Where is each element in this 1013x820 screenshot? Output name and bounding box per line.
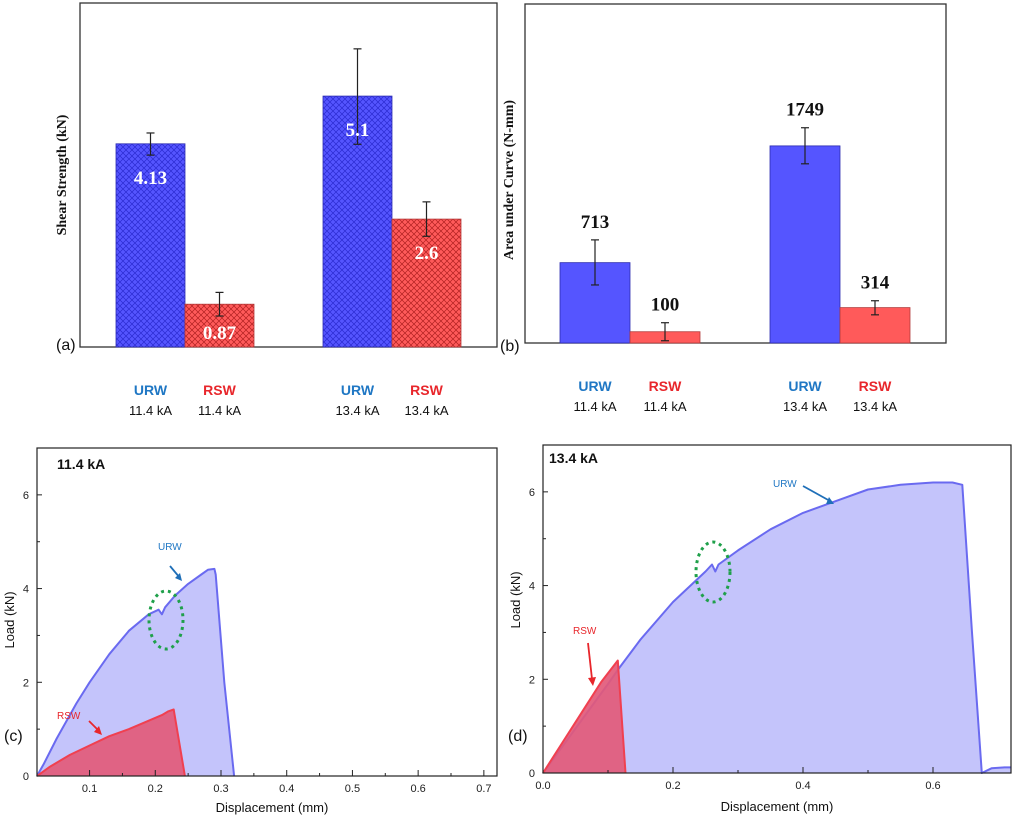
bar-rsw-134 bbox=[391, 218, 462, 348]
area-urw bbox=[37, 568, 235, 776]
panel-a-label: (a) bbox=[56, 337, 76, 354]
line-urw bbox=[36, 567, 236, 777]
panel-c-label: (c) bbox=[4, 728, 23, 745]
panel-c: 0.1 0.2 0.3 0.4 0.5 0.6 0.7 0 2 4 6 11.4 kA Load (… bbox=[2, 447, 498, 815]
panel-c-plot: 0.1 0.2 0.3 0.4 0.5 0.6 0.7 0 2 4 6 bbox=[23, 490, 492, 795]
panel-d-highlight-ellipse bbox=[694, 540, 732, 604]
panel-d-plot: 0.0 0.2 0.4 0.6 0 2 4 6 bbox=[529, 481, 1011, 792]
panel-d-urw-arrowhead bbox=[826, 497, 834, 504]
x-tick-label: 0.4 bbox=[795, 780, 810, 792]
x-tick-label: 0.7 bbox=[476, 783, 491, 795]
y-tick-label: 2 bbox=[529, 674, 535, 686]
panel-b: Area under Curve (N-mm) (b) 713 URW 11.4 k… bbox=[500, 3, 947, 414]
panel-a-ylabel: Shear Strength (kN) bbox=[55, 114, 70, 235]
panel-c-frame bbox=[36, 447, 498, 777]
panel-d-label: (d) bbox=[508, 728, 528, 745]
panel-a-bars: 4.13 URW 11.4 kA 0.87 RSW 11.4 kA 5.1 URW 13.4 k… bbox=[115, 48, 462, 418]
panel-a-frame bbox=[79, 2, 498, 348]
category-sublabel: 11.4 kA bbox=[198, 403, 241, 418]
y-tick-label: 4 bbox=[529, 581, 535, 593]
panel-c-rsw-arrowhead bbox=[94, 726, 102, 735]
category-label: RSW bbox=[649, 378, 682, 394]
bar-value-label: 5.1 bbox=[346, 120, 370, 141]
x-tick-label: 0.6 bbox=[410, 783, 425, 795]
bar-value-label: 100 bbox=[651, 295, 680, 316]
y-tick-label: 6 bbox=[529, 487, 535, 499]
bar-value-label: 0.87 bbox=[203, 323, 237, 344]
category-label: URW bbox=[341, 382, 375, 398]
x-tick-label: 0.6 bbox=[925, 780, 940, 792]
line-rsw bbox=[542, 659, 627, 774]
y-tick-label: 0 bbox=[23, 771, 29, 783]
panel-d-urw-annotation: URW bbox=[773, 479, 797, 490]
y-tick-label: 4 bbox=[23, 584, 29, 596]
category-sublabel: 11.4 kA bbox=[573, 399, 616, 414]
x-tick-label: 0.2 bbox=[148, 783, 163, 795]
category-sublabel: 13.4 kA bbox=[335, 403, 379, 418]
panel-c-urw-annotation: URW bbox=[158, 542, 182, 553]
panel-a: Shear Strength (kN) (a) 4.13 URW 11.4 kA 0.… bbox=[55, 2, 498, 418]
category-label: URW bbox=[134, 382, 168, 398]
category-label: RSW bbox=[410, 382, 443, 398]
panel-c-urw-arrowhead bbox=[175, 573, 182, 581]
category-label: URW bbox=[578, 378, 612, 394]
bar-value-label: 4.13 bbox=[134, 168, 167, 189]
category-sublabel: 11.4 kA bbox=[129, 403, 172, 418]
panel-d-ylabel: Load (kN) bbox=[508, 571, 523, 628]
bar-value-label: 2.6 bbox=[415, 243, 439, 264]
panel-b-ylabel: Area under Curve (N-mm) bbox=[502, 100, 517, 260]
panel-d-frame bbox=[542, 444, 1012, 774]
x-tick-label: 0.1 bbox=[82, 783, 97, 795]
panel-c-ylabel: Load (kN) bbox=[2, 591, 17, 648]
area-urw bbox=[543, 482, 1011, 773]
category-label: RSW bbox=[859, 378, 892, 394]
panel-d-rsw-annotation: RSW bbox=[573, 626, 597, 637]
y-tick-label: 0 bbox=[529, 768, 535, 780]
panel-d-rsw-arrowhead bbox=[588, 677, 596, 686]
area-rsw bbox=[37, 709, 185, 776]
x-tick-label: 0.4 bbox=[279, 783, 294, 795]
panel-c-highlight-ellipse bbox=[147, 589, 185, 651]
category-sublabel: 13.4 kA bbox=[783, 399, 827, 414]
category-label: URW bbox=[788, 378, 822, 394]
category-sublabel: 11.4 kA bbox=[643, 399, 686, 414]
panel-c-rsw-annotation: RSW bbox=[57, 711, 81, 722]
panel-d-rsw-arrow bbox=[587, 642, 593, 680]
panel-d-title: 13.4 kA bbox=[549, 450, 598, 466]
x-tick-label: 0.3 bbox=[213, 783, 228, 795]
panel-d: 0.0 0.2 0.4 0.6 0 2 4 6 13.4 kA Load (kN) Displ… bbox=[508, 444, 1012, 814]
y-tick-label: 2 bbox=[23, 677, 29, 689]
panel-d-xlabel: Displacement (mm) bbox=[721, 799, 834, 814]
line-urw bbox=[542, 481, 1011, 774]
bar-value-label: 713 bbox=[581, 212, 610, 233]
bar-value-label: 314 bbox=[861, 273, 890, 294]
panel-d-urw-arrow bbox=[802, 485, 831, 502]
panel-c-title: 11.4 kA bbox=[57, 456, 105, 472]
panel-c-xlabel: Displacement (mm) bbox=[216, 800, 329, 815]
area-rsw bbox=[543, 660, 626, 773]
category-label: RSW bbox=[203, 382, 236, 398]
category-sublabel: 13.4 kA bbox=[404, 403, 448, 418]
panel-b-label: (b) bbox=[500, 338, 520, 355]
panel-b-bars: 713 URW 11.4 kA 100 RSW 11.4 kA 1749 URW 13.4 kA… bbox=[559, 100, 911, 414]
bar-urw-134 bbox=[769, 145, 841, 344]
category-sublabel: 13.4 kA bbox=[853, 399, 897, 414]
bar-value-label: 1749 bbox=[786, 100, 824, 121]
line-rsw bbox=[36, 708, 186, 777]
panel-b-frame bbox=[524, 3, 947, 344]
x-tick-label: 0.0 bbox=[535, 780, 550, 792]
x-tick-label: 0.5 bbox=[345, 783, 360, 795]
x-tick-label: 0.2 bbox=[665, 780, 680, 792]
y-tick-label: 6 bbox=[23, 490, 29, 502]
